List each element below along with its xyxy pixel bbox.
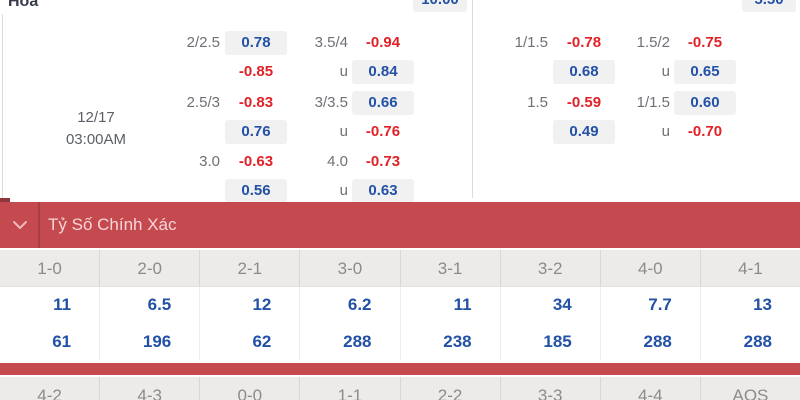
score-header: 2-2	[399, 377, 500, 400]
score-odds-row-2: 61 196 62 288 238 185 288 288	[0, 323, 800, 360]
total-label: 3.5/4	[314, 34, 348, 51]
score-header-row: 1-0 2-0 2-1 3-0 3-1 3-2 4-0 4-1	[0, 250, 800, 287]
handicap-label	[478, 60, 548, 84]
odds-value[interactable]: -0.94	[365, 34, 401, 51]
total-label: 1/1.5	[636, 94, 670, 111]
score-header: 4-2	[37, 386, 62, 400]
score-odds[interactable]: 288	[599, 323, 700, 360]
score-odds[interactable]: 185	[499, 323, 600, 360]
section-title: Tỷ Số Chính Xác	[48, 215, 177, 234]
total-label: u	[661, 63, 670, 80]
panel-center-divider	[472, 0, 473, 198]
score-header-row-2: 4-2 4-3 0-0 1-1 2-2 3-3 4-4 AOS	[0, 377, 800, 400]
handicap-label	[150, 179, 220, 203]
score-header: 0-0	[199, 377, 299, 400]
handicap-label: 3.0	[199, 153, 220, 170]
match-datetime: 12/17 03:00AM	[40, 107, 152, 151]
score-header: 1-0	[37, 259, 62, 278]
match-date: 12/17	[77, 109, 115, 126]
odds-value[interactable]: 0.68	[553, 60, 615, 84]
odds-value[interactable]: -0.78	[566, 34, 602, 51]
odds-value-top-right[interactable]: 5.50	[742, 0, 796, 12]
odds-value[interactable]: 0.56	[225, 179, 287, 203]
handicap-label: 2.5/3	[186, 94, 220, 111]
total-label: u	[339, 182, 348, 199]
score-odds[interactable]: 6.2	[299, 287, 399, 323]
odds-value[interactable]: -0.85	[238, 63, 274, 80]
draw-row-label: Hòa	[8, 0, 39, 10]
score-odds[interactable]: 34	[499, 287, 600, 323]
odds-value[interactable]: 0.76	[225, 120, 287, 144]
score-odds[interactable]: 13	[699, 287, 800, 323]
match-time: 03:00AM	[65, 131, 127, 148]
odds-value[interactable]: 0.84	[352, 60, 414, 84]
handicap-label: 2/2.5	[186, 34, 220, 51]
score-header: 4-0	[599, 250, 700, 286]
score-header: 3-1	[399, 250, 500, 286]
score-odds[interactable]: 288	[299, 323, 399, 360]
score-header: 4-3	[99, 377, 199, 400]
score-header: 3-0	[299, 250, 399, 286]
odds-panel: Hòa 10.00 5.50 12/17 03:00AM 2/2.5 0.78 …	[0, 0, 800, 203]
score-header: AOS	[699, 377, 800, 400]
odds-value[interactable]: 0.66	[352, 91, 414, 115]
score-odds[interactable]: 238	[399, 323, 500, 360]
handicap-label: 1.5	[527, 94, 548, 111]
handicap-label: 1/1.5	[514, 34, 548, 51]
score-header: 1-1	[299, 377, 399, 400]
handicap-label	[150, 60, 220, 84]
score-odds[interactable]: 196	[99, 323, 199, 360]
score-odds[interactable]: 6.5	[99, 287, 199, 323]
odds-value[interactable]: -0.70	[687, 123, 723, 140]
total-label: u	[339, 63, 348, 80]
odds-value[interactable]: -0.75	[687, 34, 723, 51]
score-header: 3-2	[499, 250, 600, 286]
score-odds[interactable]: 12	[199, 287, 299, 323]
correct-score-section-header[interactable]: Tỷ Số Chính Xác	[0, 202, 800, 248]
odds-value[interactable]: -0.59	[566, 94, 602, 111]
score-header: 3-3	[499, 377, 600, 400]
score-header: 2-1	[199, 250, 299, 286]
chevron-down-icon[interactable]	[11, 218, 29, 232]
odds-value[interactable]: -0.76	[365, 123, 401, 140]
total-label: 1.5/2	[636, 34, 670, 51]
handicap-label	[150, 120, 220, 144]
total-label: u	[661, 123, 670, 140]
score-odds[interactable]: 11	[53, 295, 72, 314]
panel-left-border	[2, 14, 3, 198]
section-divider-strip	[0, 363, 800, 375]
score-odds[interactable]: 61	[52, 332, 72, 351]
score-header: 4-1	[699, 250, 800, 286]
total-label: 4.0	[327, 153, 348, 170]
odds-value[interactable]: -0.73	[365, 153, 401, 170]
odds-value[interactable]: 0.60	[674, 91, 736, 115]
total-label: u	[339, 123, 348, 140]
score-header: 4-4	[599, 377, 700, 400]
score-odds[interactable]: 11	[399, 287, 500, 323]
score-odds[interactable]: 7.7	[599, 287, 700, 323]
odds-value[interactable]: 0.63	[352, 179, 414, 203]
odds-value[interactable]: -0.83	[238, 94, 274, 111]
handicap-label	[478, 120, 548, 144]
score-header: 2-0	[99, 250, 199, 286]
header-divider	[38, 202, 40, 248]
odds-value[interactable]: 0.49	[553, 120, 615, 144]
odds-value[interactable]: -0.63	[238, 153, 274, 170]
odds-value[interactable]: 0.65	[674, 60, 736, 84]
score-odds-row-1: 11 6.5 12 6.2 11 34 7.7 13	[0, 287, 800, 323]
total-label: 3/3.5	[314, 94, 348, 111]
odds-value[interactable]: 0.78	[225, 31, 287, 55]
odds-value-draw[interactable]: 10.00	[413, 0, 467, 12]
score-odds[interactable]: 62	[199, 323, 299, 360]
score-odds[interactable]: 288	[699, 323, 800, 360]
